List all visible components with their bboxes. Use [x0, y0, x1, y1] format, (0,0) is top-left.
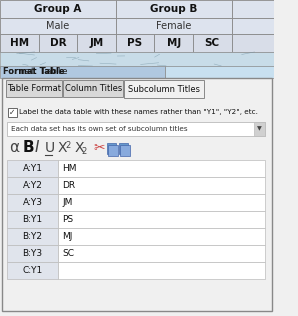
- Bar: [7, 160, 58, 177]
- Bar: [193, 34, 232, 52]
- Bar: [63, 80, 123, 97]
- Text: Each data set has its own set of subcolumn titles: Each data set has its own set of subcolu…: [11, 126, 188, 132]
- Text: B:Y2: B:Y2: [23, 232, 43, 241]
- Text: 2: 2: [82, 147, 87, 155]
- Bar: [116, 18, 232, 34]
- Bar: [7, 228, 58, 245]
- Bar: [107, 143, 116, 154]
- Bar: [232, 0, 274, 18]
- Bar: [7, 262, 58, 279]
- Bar: [0, 34, 38, 52]
- Bar: [7, 122, 265, 136]
- Text: Table Format: Table Format: [7, 84, 61, 93]
- Text: MJ: MJ: [63, 232, 73, 241]
- Bar: [58, 262, 265, 279]
- Bar: [58, 228, 265, 245]
- Text: DR: DR: [49, 38, 66, 48]
- Text: Female: Female: [156, 21, 191, 31]
- Bar: [58, 211, 265, 228]
- Bar: [116, 0, 232, 18]
- Text: PS: PS: [63, 215, 74, 224]
- Bar: [2, 78, 272, 311]
- Text: SC: SC: [63, 249, 74, 258]
- Bar: [0, 18, 116, 34]
- Bar: [58, 177, 265, 194]
- Bar: [119, 143, 128, 154]
- Text: HM: HM: [63, 164, 77, 173]
- Text: B:Y1: B:Y1: [23, 215, 43, 224]
- Text: MJ: MJ: [167, 38, 181, 48]
- Bar: [254, 122, 265, 136]
- Text: A:Y1: A:Y1: [23, 164, 43, 173]
- Text: A:Y2: A:Y2: [23, 181, 43, 190]
- Bar: [5, 80, 63, 97]
- Bar: [0, 52, 274, 68]
- Text: U: U: [45, 141, 55, 155]
- Bar: [58, 194, 265, 211]
- Text: Format Table: Format Table: [3, 68, 64, 76]
- Text: X: X: [74, 141, 84, 155]
- Bar: [0, 66, 165, 78]
- Bar: [232, 18, 274, 34]
- Bar: [7, 194, 58, 211]
- Text: ✓: ✓: [9, 108, 15, 117]
- Text: A:Y3: A:Y3: [23, 198, 43, 207]
- Bar: [7, 245, 58, 262]
- Bar: [8, 108, 16, 117]
- Text: Male: Male: [46, 21, 69, 31]
- Bar: [77, 34, 116, 52]
- Bar: [124, 80, 204, 98]
- Bar: [154, 34, 193, 52]
- Text: PS: PS: [128, 38, 143, 48]
- Bar: [165, 66, 274, 78]
- Text: Group B: Group B: [150, 4, 197, 14]
- Text: JM: JM: [89, 38, 104, 48]
- Text: C:Y1: C:Y1: [22, 266, 43, 275]
- Text: HM: HM: [10, 38, 29, 48]
- Text: JM: JM: [63, 198, 73, 207]
- Bar: [7, 211, 58, 228]
- Text: Group A: Group A: [34, 4, 82, 14]
- Bar: [108, 145, 118, 156]
- Text: X: X: [58, 141, 67, 155]
- Text: ▼: ▼: [257, 126, 261, 131]
- Text: Subcolumn Titles: Subcolumn Titles: [128, 84, 200, 94]
- Text: Label the data table with these names rather than "Y1", "Y2", etc.: Label the data table with these names ra…: [19, 109, 258, 115]
- Bar: [7, 177, 58, 194]
- Text: B: B: [23, 141, 35, 155]
- Bar: [0, 0, 116, 18]
- Bar: [58, 160, 265, 177]
- Text: 2: 2: [65, 141, 71, 149]
- Text: SC: SC: [205, 38, 220, 48]
- Bar: [116, 34, 154, 52]
- Bar: [38, 34, 77, 52]
- Text: Format Table: Format Table: [3, 68, 67, 76]
- Text: α: α: [9, 141, 19, 155]
- Bar: [120, 145, 130, 156]
- Text: DR: DR: [63, 181, 76, 190]
- Text: Column Titles: Column Titles: [65, 84, 122, 93]
- Text: I: I: [35, 141, 39, 155]
- Bar: [58, 245, 265, 262]
- Bar: [232, 34, 274, 52]
- Text: B:Y3: B:Y3: [23, 249, 43, 258]
- Text: ✂: ✂: [94, 141, 105, 155]
